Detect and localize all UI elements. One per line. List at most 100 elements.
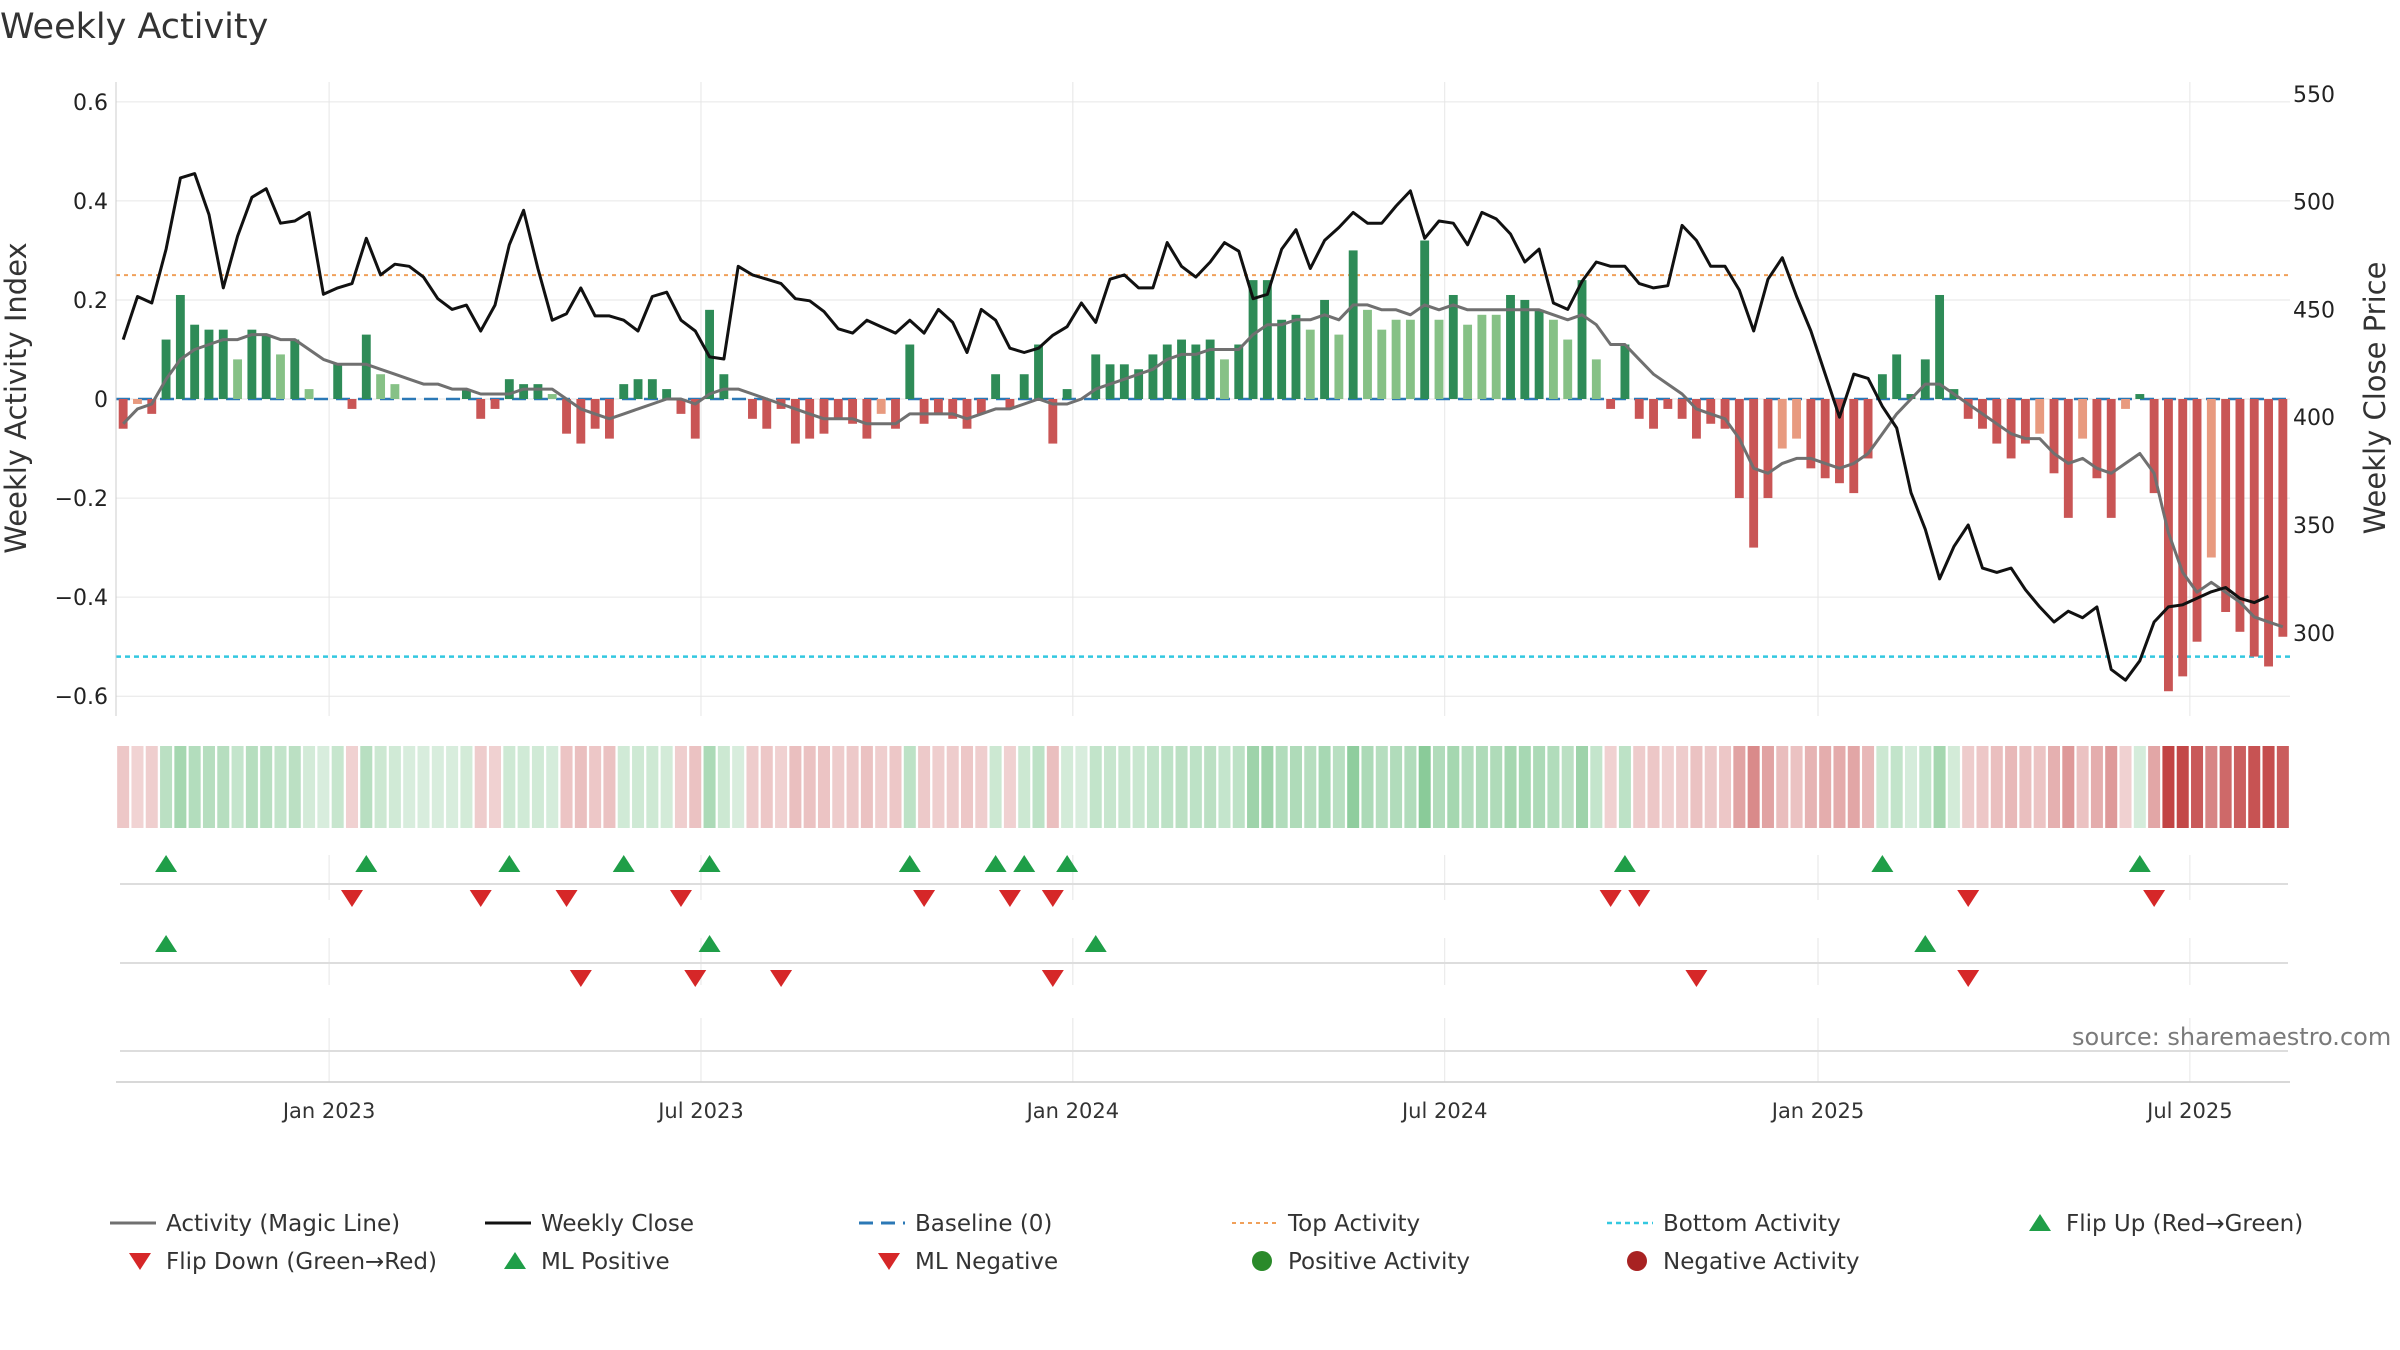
heat-cell — [1590, 746, 1603, 828]
heat-cell — [1661, 746, 1674, 828]
heat-cell — [1461, 746, 1474, 828]
flip-up-marker — [698, 855, 721, 872]
heat-cell — [1862, 746, 1875, 828]
heat-cell — [431, 746, 444, 828]
activity-bar — [933, 399, 943, 414]
chart-title: Weekly Activity — [0, 7, 268, 47]
heat-cell — [217, 746, 230, 828]
ml-positive-marker — [698, 935, 721, 952]
flip-down-marker — [1628, 890, 1651, 907]
heat-cell — [1347, 746, 1360, 828]
flip-down-marker — [1957, 890, 1980, 907]
heat-cell — [288, 746, 301, 828]
activity-bar — [204, 329, 214, 399]
heat-cell — [446, 746, 459, 828]
activity-bar — [1877, 374, 1887, 399]
heat-cell — [1576, 746, 1589, 828]
heat-cell — [2248, 746, 2261, 828]
activity-bar — [1906, 394, 1916, 399]
heat-cell — [331, 746, 344, 828]
activity-bar — [1634, 399, 1644, 419]
activity-bar — [976, 399, 986, 414]
flip-down-marker — [913, 890, 936, 907]
heat-cell — [903, 746, 916, 828]
left-tick-label: 0.2 — [73, 289, 108, 314]
ml-negative-marker — [1957, 970, 1980, 987]
heat-cell — [760, 746, 773, 828]
heat-cell — [1547, 746, 1560, 828]
heat-cell — [1990, 746, 2003, 828]
flip-up-marker — [1056, 855, 1079, 872]
heat-cell — [2219, 746, 2232, 828]
reference-lines — [116, 274, 2290, 658]
heat-cell — [1261, 746, 1274, 828]
heat-cell — [1132, 746, 1145, 828]
heat-cell — [1318, 746, 1331, 828]
heat-cell — [789, 746, 802, 828]
legend-label: Negative Activity — [1663, 1249, 1860, 1275]
activity-bar — [547, 394, 557, 399]
activity-bar — [1220, 359, 1229, 399]
flip-down-marker — [998, 890, 1021, 907]
activity-bar — [1134, 369, 1144, 399]
ml-negative-marker — [1041, 970, 1064, 987]
activity-bar — [719, 374, 729, 399]
heat-cell — [1061, 746, 1074, 828]
activity-bar — [1548, 319, 1558, 399]
activity-bar — [1563, 339, 1573, 399]
activity-bar — [1506, 294, 1515, 399]
activity-bar — [1992, 399, 2002, 444]
left-tick-label: −0.6 — [55, 685, 108, 710]
activity-bar — [1377, 329, 1387, 399]
heat-cell — [1704, 746, 1717, 828]
heat-cell — [2133, 746, 2146, 828]
heat-cell — [360, 746, 373, 828]
heat-cell — [1003, 746, 1016, 828]
activity-bar — [762, 399, 772, 429]
ml-positive-marker — [155, 935, 178, 952]
activity-bar — [1019, 374, 1029, 399]
activity-bar — [1591, 359, 1601, 399]
activity-bar — [1520, 299, 1530, 399]
heat-cell — [2148, 746, 2161, 828]
activity-bar — [2020, 399, 2030, 444]
heat-cell — [1161, 746, 1174, 828]
activity-bar — [1434, 319, 1444, 399]
activity-bar — [1849, 399, 1859, 494]
ml-positive-marker — [1914, 935, 1937, 952]
activity-bar — [833, 399, 843, 419]
heat-cell — [231, 746, 244, 828]
legend: Activity (Magic Line) Weekly Close Baselin… — [110, 1211, 2303, 1275]
heat-cell — [2191, 746, 2204, 828]
legend-label: ML Negative — [915, 1249, 1058, 1275]
heat-cell — [2262, 746, 2275, 828]
y-axis-left-label: Weekly Activity Index — [0, 242, 33, 553]
activity-bar — [690, 399, 700, 439]
activity-bar — [1763, 399, 1773, 499]
activity-bar — [1062, 389, 1072, 399]
activity-bar — [862, 399, 872, 439]
heat-cell — [1819, 746, 1832, 828]
flip-down-marker — [1041, 890, 1064, 907]
legend-marker — [1252, 1251, 1272, 1271]
heat-cell — [188, 746, 201, 828]
heat-cell — [1962, 746, 1975, 828]
activity-bar — [1005, 399, 1015, 409]
activity-bar — [891, 399, 900, 429]
activity-bar — [504, 379, 514, 399]
flip-up-marker — [1613, 855, 1636, 872]
heat-cell — [617, 746, 630, 828]
heat-cell — [1390, 746, 1403, 828]
left-tick-label: 0 — [94, 388, 108, 413]
heat-cell — [1232, 746, 1245, 828]
heat-cell — [574, 746, 587, 828]
heat-cell — [145, 746, 158, 828]
activity-bar — [2006, 399, 2016, 459]
heat-cell — [1847, 746, 1860, 828]
activity-bar — [991, 374, 1001, 399]
activity-bar — [919, 399, 929, 424]
heat-cell — [646, 746, 659, 828]
flip-down-marker — [469, 890, 492, 907]
ml-negative-marker — [1685, 970, 1708, 987]
activity-bar — [662, 389, 672, 399]
